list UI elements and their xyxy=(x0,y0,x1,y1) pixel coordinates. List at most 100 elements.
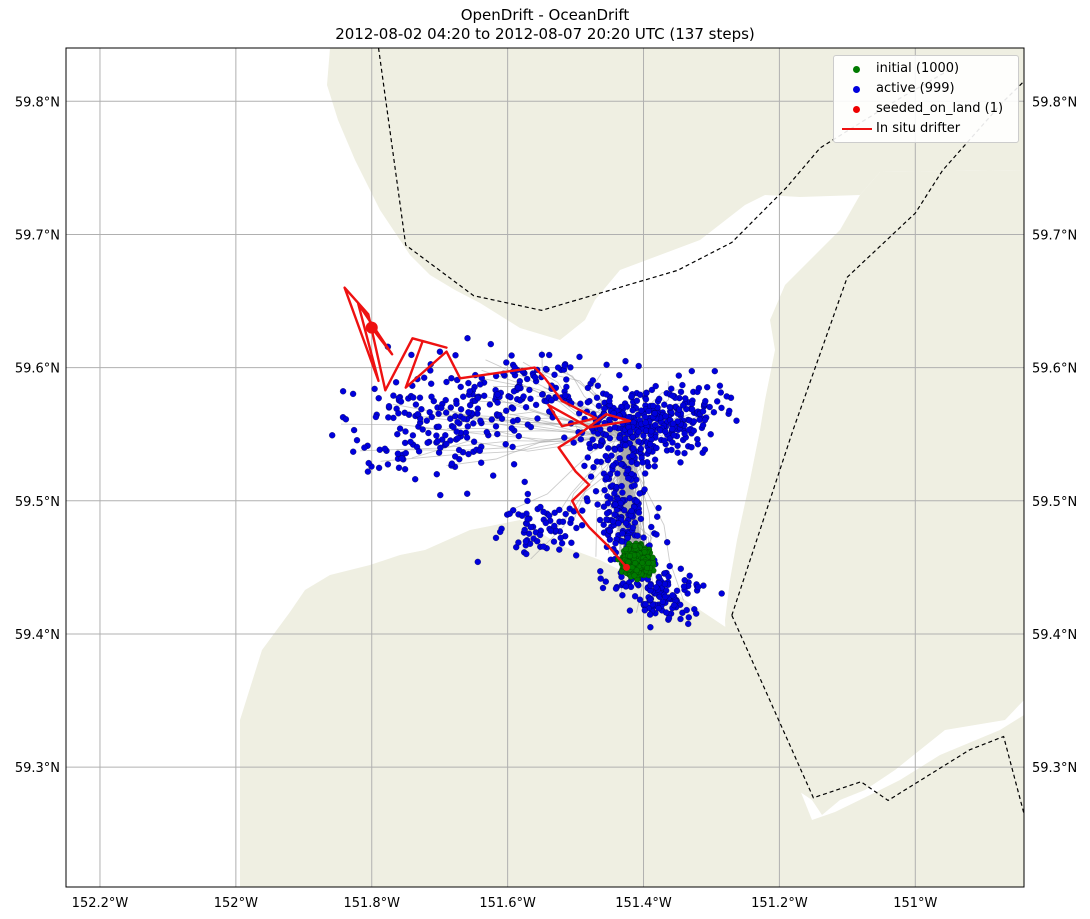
active-particle xyxy=(364,468,372,475)
active-particle xyxy=(686,572,693,579)
active-particle xyxy=(466,388,473,395)
active-particle xyxy=(677,565,684,572)
active-particle xyxy=(645,447,653,454)
active-particle xyxy=(677,615,684,623)
active-particle xyxy=(656,427,664,434)
active-particle xyxy=(606,397,613,405)
active-particle xyxy=(507,394,514,401)
active-particle xyxy=(447,404,454,411)
active-particle xyxy=(619,489,626,496)
initial-particle xyxy=(632,560,639,567)
active-particle xyxy=(653,531,660,538)
active-particle xyxy=(401,466,409,473)
active-particle xyxy=(470,438,478,445)
active-particle xyxy=(452,453,459,460)
active-particle xyxy=(651,463,658,470)
active-particle xyxy=(641,607,648,614)
active-particle xyxy=(689,406,696,413)
land-east xyxy=(725,170,1024,815)
lat-tick-label-left: 59.4°N xyxy=(15,628,60,643)
active-particle xyxy=(534,538,541,545)
active-particle xyxy=(476,447,483,454)
active-particle xyxy=(589,436,596,443)
active-particle xyxy=(584,454,591,461)
active-particle xyxy=(566,505,573,512)
active-particle xyxy=(538,351,546,358)
active-particle xyxy=(407,438,414,446)
active-particle xyxy=(677,459,684,466)
active-particle xyxy=(421,374,428,381)
active-particle xyxy=(631,482,638,489)
active-particle xyxy=(494,399,501,406)
active-particle xyxy=(427,367,434,374)
title-line-1: OpenDrift - OceanDrift xyxy=(460,6,630,24)
active-particle xyxy=(669,592,676,599)
active-particle xyxy=(428,380,435,387)
active-particle xyxy=(457,406,465,413)
active-particle xyxy=(606,527,613,534)
active-particle xyxy=(603,474,610,481)
active-particle xyxy=(395,464,403,471)
active-particle xyxy=(637,391,644,398)
active-particle xyxy=(718,404,725,412)
lat-tick-label-right: 59.3°N xyxy=(1032,761,1077,776)
active-particle xyxy=(527,423,535,431)
active-particle xyxy=(616,372,623,379)
tick-labels: 152.2°W 152°W 151.8°W 151.6°W 151.4°W 151.2°W… xyxy=(15,95,1077,911)
active-particle xyxy=(622,435,629,442)
active-particle xyxy=(655,504,662,512)
active-particle xyxy=(645,407,652,415)
active-particle xyxy=(548,397,555,404)
active-particle xyxy=(515,432,522,440)
title-line-2: 2012-08-02 04:20 to 2012-08-07 20:20 UTC… xyxy=(335,25,755,43)
active-particle xyxy=(361,444,368,451)
legend-initial-marker xyxy=(853,66,860,73)
active-particle xyxy=(629,407,636,414)
active-particle xyxy=(398,455,405,462)
active-particle xyxy=(596,516,604,524)
active-particle xyxy=(401,439,409,447)
active-particle xyxy=(573,524,580,532)
lat-tick-label-right: 59.8°N xyxy=(1032,95,1077,110)
active-particle xyxy=(443,378,450,386)
active-particle xyxy=(624,467,631,474)
active-particle xyxy=(584,497,591,505)
active-particle xyxy=(524,515,531,523)
active-particle xyxy=(464,335,471,342)
active-particle xyxy=(394,450,402,457)
active-particle xyxy=(365,459,372,467)
active-particle xyxy=(376,446,383,453)
initial-particle xyxy=(633,567,640,574)
active-particle xyxy=(668,446,675,454)
active-particle xyxy=(452,413,459,420)
lat-tick-label-right: 59.5°N xyxy=(1032,495,1077,510)
active-particle xyxy=(394,431,401,438)
active-particle xyxy=(589,377,596,384)
active-particle xyxy=(579,507,586,514)
active-particle xyxy=(619,530,626,537)
active-particle xyxy=(621,507,628,514)
active-particle xyxy=(576,353,583,361)
active-particle xyxy=(599,584,607,592)
active-particle xyxy=(669,392,676,399)
active-particle xyxy=(442,396,449,404)
active-particle xyxy=(527,523,534,531)
active-particle xyxy=(492,423,500,430)
active-particle xyxy=(464,423,471,430)
active-particle xyxy=(509,418,517,425)
active-particle xyxy=(510,388,518,395)
active-particle xyxy=(428,413,435,421)
legend-active-marker xyxy=(853,86,860,93)
active-particle xyxy=(465,379,472,387)
initial-particle xyxy=(644,564,651,571)
active-particle xyxy=(700,582,707,589)
active-particle xyxy=(618,573,625,581)
active-particle xyxy=(558,540,566,547)
drifter-line xyxy=(343,286,632,569)
legend-drifter-label: In situ drifter xyxy=(876,121,961,136)
active-particle xyxy=(492,534,500,542)
legend-item-initial: initial (1000) xyxy=(834,60,1018,78)
active-particle xyxy=(402,449,409,457)
active-particle xyxy=(603,510,611,517)
active-particle xyxy=(593,458,601,465)
